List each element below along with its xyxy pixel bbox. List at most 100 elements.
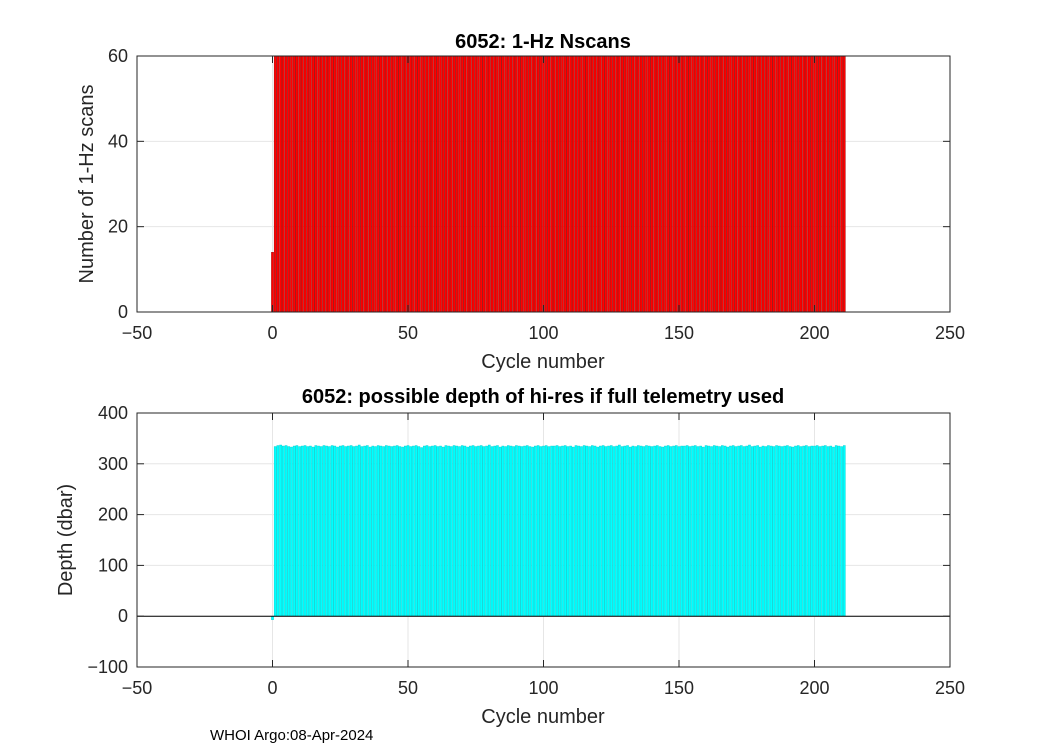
bar-cycle-174 [742,55,746,313]
bar-cycle-105 [555,445,559,617]
bar-cycle-187 [777,445,781,617]
bar-cycle-118 [590,445,594,617]
bar-cycle-145 [664,55,667,313]
bar-cycle-86 [504,55,507,313]
bar-cycle-185 [772,55,776,313]
bar-cycle-82 [493,55,497,313]
bar-cycle-178 [753,445,757,617]
bar-cycle-27 [344,446,347,617]
bar-cycle-195 [799,446,803,617]
bar-cycle-167 [723,55,727,313]
bar-cycle-183 [767,445,770,617]
bar-cycle-205 [826,55,830,313]
bar-cycle-156 [693,445,697,617]
bar-cycle-202 [818,55,822,313]
bar-cycle-0 [271,252,274,313]
bar-cycle-33 [360,55,364,313]
bar-cycle-128 [618,444,621,617]
bar-cycle-122 [601,445,605,617]
bar-cycle-159 [702,55,705,313]
bar-cycle-58 [428,446,431,617]
bar-cycle-149 [675,55,678,313]
y-tick-label: −100 [87,657,128,677]
bar-cycle-71 [463,445,467,617]
bar-cycle-133 [631,55,635,313]
bar-cycle-131 [626,55,629,313]
bar-cycle-137 [642,446,646,617]
bar-cycle-89 [512,446,515,617]
bar-cycle-139 [647,55,651,313]
bar-cycle-72 [466,55,469,313]
x-tick-label: 150 [664,323,694,343]
bar-cycle-95 [528,55,532,313]
bar-cycle-139 [647,445,651,617]
bar-cycle-25 [338,55,342,313]
bar-cycle-146 [666,445,670,617]
bar-cycle-160 [704,55,708,313]
bar-cycle-175 [745,445,749,617]
bar-cycle-79 [485,55,488,313]
bar-cycle-203 [821,445,824,617]
depth-xlabel: Cycle number [481,706,605,728]
bar-cycle-59 [431,55,434,313]
bar-cycle-211 [843,55,846,313]
nscans-title: 6052: 1-Hz Nscans [455,31,631,53]
bar-cycle-3 [279,55,282,313]
nscans-bars [271,55,846,313]
bar-cycle-208 [834,445,838,617]
bar-cycle-186 [775,445,778,617]
bar-cycle-162 [710,55,713,313]
y-tick-label: 40 [108,131,128,151]
bar-cycle-92 [520,55,524,313]
bar-cycle-150 [677,446,681,617]
bar-cycle-94 [525,55,529,313]
bar-cycle-33 [360,446,364,617]
depth-axes: −50 0 50 100 150 200 250 −100 0 100 200 300 400 6052… [55,386,965,728]
bar-cycle-200 [813,445,816,617]
bar-cycle-22 [330,55,334,313]
bar-cycle-12 [303,445,307,617]
bar-cycle-38 [374,55,377,313]
bar-cycle-28 [347,55,350,313]
bar-cycle-81 [490,446,494,617]
bar-cycle-91 [517,445,521,617]
bar-cycle-76 [477,445,480,617]
bar-cycle-43 [387,445,391,617]
bar-cycle-193 [794,445,797,617]
bar-cycle-86 [504,446,507,617]
bar-cycle-32 [357,444,361,617]
bar-cycle-8 [292,445,296,617]
bar-cycle-36 [368,55,372,313]
x-tick-label: 0 [267,678,277,698]
bar-cycle-192 [791,55,795,313]
bar-cycle-208 [834,55,838,313]
bar-cycle-24 [336,55,339,313]
bar-cycle-9 [295,55,299,313]
bar-cycle-78 [482,55,486,313]
bar-cycle-27 [344,55,347,313]
bar-cycle-196 [802,55,805,313]
bar-cycle-145 [664,445,667,617]
bar-cycle-150 [677,55,681,313]
bar-cycle-1 [273,55,277,313]
bar-cycle-148 [672,55,675,313]
bar-cycle-42 [385,445,388,617]
bar-cycle-58 [428,55,431,313]
bar-cycle-154 [688,446,692,617]
bar-cycle-158 [699,445,702,617]
bar-cycle-57 [425,55,429,313]
bar-cycle-68 [455,445,459,617]
bar-cycle-184 [769,445,773,617]
bar-cycle-76 [477,55,480,313]
bar-cycle-51 [409,446,412,617]
bar-cycle-101 [544,445,548,617]
bar-cycle-26 [341,55,345,313]
bar-cycle-112 [574,445,578,617]
bar-cycle-182 [764,446,768,617]
bar-cycle-179 [756,55,759,313]
bar-cycle-48 [401,446,404,617]
bar-cycle-2 [276,445,280,617]
depth-ylabel: Depth (dbar) [55,484,77,596]
bar-cycle-63 [441,55,445,313]
